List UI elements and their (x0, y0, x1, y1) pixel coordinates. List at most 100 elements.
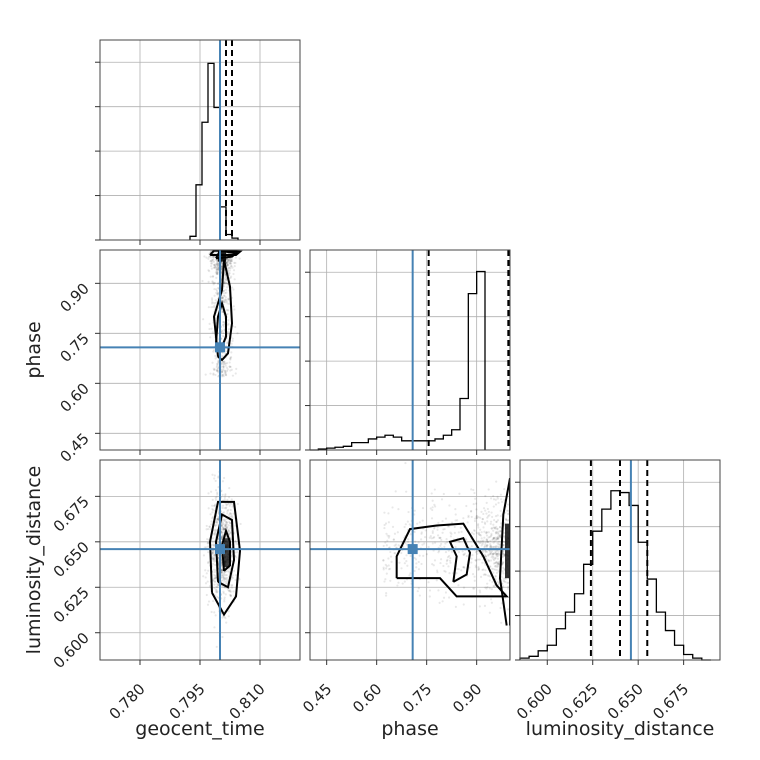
pair-phase-luminosity_distance-sample-point (488, 514, 491, 517)
pair-geocent_time-phase-sample-point (224, 373, 227, 377)
pair-phase-luminosity_distance-sample-point (385, 565, 388, 568)
pair-phase-luminosity_distance-sample-point (507, 587, 510, 590)
pair-geocent_time-phase-sample-point (227, 241, 229, 243)
pair-phase-luminosity_distance-sample-point (475, 531, 478, 534)
pair-geocent_time-phase-sample-point (213, 263, 216, 266)
pair-phase-luminosity_distance-sample-point (487, 554, 490, 557)
pair-phase-luminosity_distance-sample-point (415, 562, 418, 565)
pair-phase-luminosity_distance-sample-point (470, 515, 473, 519)
pair-phase-luminosity_distance-sample-point (490, 527, 493, 530)
pair-phase-luminosity_distance-sample-point (489, 543, 492, 546)
pair-geocent_time-luminosity_distance-sample-point (222, 579, 225, 582)
pair-phase-luminosity_distance-sample-point (450, 532, 453, 535)
pair-geocent_time-luminosity_distance-sample-point (228, 593, 232, 596)
pair-geocent_time-phase-sample-point (227, 259, 230, 263)
pair-phase-luminosity_distance-sample-point (485, 545, 488, 548)
pair-phase-luminosity_distance-sample-point (462, 586, 466, 589)
pair-phase-luminosity_distance-sample-point (442, 528, 445, 531)
pair-phase-luminosity_distance-sample-point (433, 541, 437, 544)
pair-phase-luminosity_distance-sample-point (486, 550, 489, 553)
pair-phase-luminosity_distance-sample-point (489, 497, 493, 500)
pair-phase-luminosity_distance-sample-point (503, 580, 506, 583)
pair-geocent_time-phase-sample-point (231, 374, 235, 377)
pair-phase-luminosity_distance-sample-point (501, 555, 504, 559)
pair-phase-luminosity_distance-sample-point (492, 536, 496, 540)
pair-phase-luminosity_distance-sample-point (448, 554, 451, 558)
pair-geocent_time-luminosity_distance-sample-point (215, 495, 218, 498)
pair-phase-luminosity_distance-sample-point (417, 560, 420, 564)
pair-phase-luminosity_distance-sample-point (479, 540, 482, 543)
pair-phase-luminosity_distance-sample-point (514, 600, 516, 602)
pair-phase-luminosity_distance-sample-point (406, 520, 409, 523)
pair-phase-luminosity_distance-sample-point (492, 584, 495, 588)
pair-phase-luminosity_distance-sample-point (481, 541, 485, 544)
pair-geocent_time-phase-sample-point (227, 298, 230, 301)
pair-phase-luminosity_distance-sample-point (485, 587, 488, 590)
pair-phase-luminosity_distance-sample-point (506, 519, 510, 522)
pair-geocent_time-luminosity_distance-sample-point (205, 593, 208, 597)
pair-geocent_time-phase-sample-point (227, 263, 230, 266)
pair-geocent_time-luminosity_distance-sample-point (221, 532, 224, 535)
pair-geocent_time-luminosity_distance-sample-point (222, 592, 225, 595)
pair-geocent_time-luminosity_distance-sample-point (235, 542, 238, 545)
pair-geocent_time-phase-sample-point (212, 305, 215, 309)
pair-phase-luminosity_distance-sample-point (405, 560, 408, 563)
pair-phase-luminosity_distance-sample-point (447, 596, 451, 599)
pair-geocent_time-luminosity_distance-sample-point (213, 560, 216, 563)
pair-phase-luminosity_distance-sample-point (489, 544, 492, 547)
pair-phase-luminosity_distance-sample-point (473, 587, 476, 590)
pair-phase-luminosity_distance-sample-point (513, 540, 515, 542)
pair-geocent_time-phase-sample-point (230, 351, 233, 354)
pair-phase-luminosity_distance-sample-point (486, 520, 489, 523)
pair-phase-luminosity_distance-sample-point (420, 538, 423, 541)
hist-luminosity_distance-xtick-label-0: 0.600 (513, 680, 556, 723)
pair-phase-luminosity_distance-sample-point (477, 523, 480, 526)
pair-geocent_time-luminosity_distance-sample-point (222, 575, 225, 578)
pair-geocent_time-phase-sample-point (222, 242, 224, 244)
pair-geocent_time-phase-sample-point (228, 261, 231, 264)
pair-geocent_time-phase-sample-point (234, 325, 237, 329)
pair-phase-luminosity_distance-sample-point (473, 491, 476, 495)
pair-geocent_time-luminosity_distance-sample-point (221, 480, 225, 483)
pair-geocent_time-luminosity_distance-sample-point (230, 555, 233, 558)
pair-geocent_time-luminosity_distance-sample-point (204, 582, 208, 585)
pair-geocent_time-luminosity_distance-sample-point (229, 522, 232, 525)
pair-phase-luminosity_distance-sample-point (511, 547, 513, 549)
pair-geocent_time-phase-sample-point (226, 368, 229, 371)
hist-geocent_time-panel (95, 39, 301, 245)
pair-phase-luminosity_distance-sample-point (490, 520, 493, 523)
pair-geocent_time-phase-sample-point (222, 373, 225, 376)
pair-phase-luminosity_distance-sample-point (488, 560, 491, 563)
pair-phase-luminosity_distance-sample-point (483, 545, 486, 548)
pair-geocent_time-phase-sample-point (220, 246, 222, 248)
pair-geocent_time-phase-sample-point (211, 260, 214, 263)
pair-geocent_time-phase-sample-point (228, 365, 232, 368)
pair-geocent_time-phase-sample-point (210, 243, 212, 245)
pair-geocent_time-luminosity_distance-sample-point (210, 523, 213, 526)
pair-geocent_time-phase-sample-point (225, 278, 228, 281)
pair-phase-luminosity_distance-sample-point (473, 519, 477, 523)
pair-geocent_time-phase-sample-point (216, 267, 219, 270)
pair-geocent_time-luminosity_distance-sample-point (221, 635, 224, 639)
pair-phase-luminosity_distance-sample-point (481, 542, 484, 546)
pair-geocent_time-phase-sample-point (207, 280, 210, 283)
pair-geocent_time-phase-ytick-label-3: 0.90 (56, 279, 92, 315)
pair-geocent_time-phase-sample-point (211, 298, 214, 302)
pair-geocent_time-phase-sample-point (224, 299, 227, 302)
pair-phase-luminosity_distance-sample-point (420, 531, 423, 534)
pair-phase-luminosity_distance-sample-point (405, 490, 408, 493)
pair-phase-luminosity_distance-sample-point (516, 561, 518, 563)
pair-phase-luminosity_distance-sample-point (392, 538, 395, 541)
pair-phase-luminosity_distance-sample-point (470, 561, 473, 564)
pair-phase-luminosity_distance-sample-point (494, 550, 497, 553)
pair-geocent_time-phase-sample-point (232, 305, 235, 308)
pair-phase-luminosity_distance-sample-point (479, 528, 482, 531)
pair-phase-luminosity_distance-sample-point (496, 562, 500, 565)
pair-geocent_time-luminosity_distance-sample-point (212, 543, 215, 546)
pair-geocent_time-luminosity_distance-sample-point (214, 524, 217, 527)
pair-geocent_time-phase-sample-point (207, 257, 210, 260)
pair-phase-luminosity_distance-sample-point (384, 541, 387, 544)
pair-geocent_time-phase-sample-point (220, 297, 224, 300)
pair-phase-luminosity_distance-sample-point (397, 508, 400, 511)
